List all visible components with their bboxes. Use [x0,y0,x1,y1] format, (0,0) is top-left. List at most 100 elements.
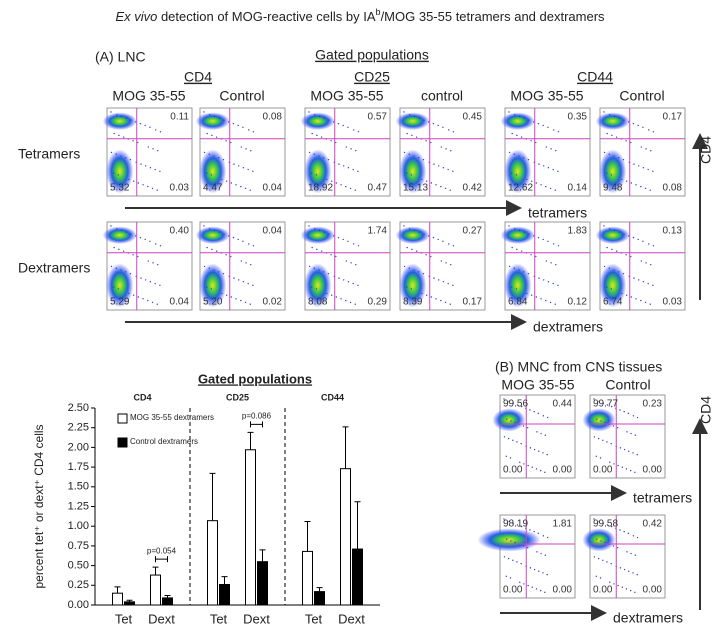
cell-dot [516,404,519,406]
cell-dot [326,178,328,181]
cell-dot [530,180,533,182]
cell-dot [630,255,632,258]
cell-dot [247,168,249,171]
cell-dot [537,532,540,535]
cell-dot [549,187,552,190]
cell-dot [228,121,230,123]
cell-dot [547,281,550,283]
cell-dot [510,172,513,174]
cell-dot [645,262,647,264]
quadrant-value: 0.00 [593,465,613,476]
cell-density [595,226,630,244]
bar [207,520,218,606]
cell-dot [602,439,604,441]
quadrant-value: 5.20 [203,297,223,308]
x-tick-label: Tet [305,611,323,626]
cell-density [106,263,134,308]
cell-dot [600,420,602,422]
cell-dot [618,117,620,119]
cell-dot [625,294,628,296]
cell-dot [440,146,443,148]
cell-dot [430,255,432,258]
cell-dot [452,170,454,173]
cell-dot [154,129,157,131]
cell-density [304,263,332,308]
cell-dot [132,140,134,142]
cell-density [300,112,335,130]
quadrant-value: 0.42 [643,519,663,530]
cell-dot [422,158,425,161]
cell-density [399,263,427,308]
cell-dot [113,132,115,135]
cell-density [500,226,535,244]
cell-dot [337,122,340,125]
cell-dot [250,263,252,266]
y-tick-label: 0.00 [68,599,89,611]
cell-dot [240,260,243,262]
axis-label: CD4 [698,396,714,424]
cell-dot [423,119,425,121]
bar [352,548,363,606]
cell-dot [110,225,112,227]
cell-dot [544,591,546,594]
quadrant-value: 0.11 [170,112,189,123]
cell-dot [310,286,313,288]
cell-dot [529,567,532,569]
cell-dot [640,146,643,148]
cell-dot [520,250,523,252]
cell-dot [326,292,328,295]
cell-density [492,408,526,432]
cell-dot [335,182,338,184]
cell-dot [403,111,405,113]
cell-dot [610,442,612,445]
cell-dot [603,151,606,154]
cell-dot [636,453,638,456]
cell-dot [425,294,428,296]
cell-dot [503,556,506,558]
cell-dot [634,554,636,556]
axis-label: CD4 [698,136,714,164]
cell-dot [152,148,154,150]
cell-dot [605,172,608,174]
cell-dot [533,121,535,123]
cell-dot [520,442,522,445]
cell-dot [157,263,159,266]
cell-dot [505,575,508,578]
cell-dot [122,136,125,138]
cell-dot [218,157,220,159]
cell-dot [149,240,151,242]
cell-dot [223,119,225,121]
cell-dot [159,245,162,247]
cell-dot [205,172,208,174]
cell-dot [125,231,127,233]
cell-dot [518,115,521,118]
cell-dot [318,155,320,157]
cell-dot [308,265,311,268]
cell-dot [352,168,354,171]
cell-dot [242,126,244,128]
cell-dot [508,265,511,268]
cell-dot [403,225,405,227]
row-label: Tetramers [18,146,80,162]
y-tick-label: 0.75 [68,540,89,552]
cell-dot [527,158,530,161]
cell-dot [118,134,120,137]
cell-dot [547,167,550,169]
cell-dot [642,167,645,169]
cell-dot [156,189,158,191]
cell-dot [617,464,619,467]
cell-density [199,149,227,194]
cell-dot [510,286,513,288]
cell-dot [352,243,355,245]
cell-dot [508,111,510,113]
quadrant-value: 6.74 [603,297,623,308]
bar [112,592,123,606]
cell-dot [628,570,630,572]
cell-dot [623,568,626,571]
cell-dot [622,272,625,275]
cell-dot [529,529,531,531]
cell-dot [633,277,635,279]
cell-dot [338,277,340,279]
group-label: CD25 [226,392,249,402]
cell-dot [640,299,642,302]
